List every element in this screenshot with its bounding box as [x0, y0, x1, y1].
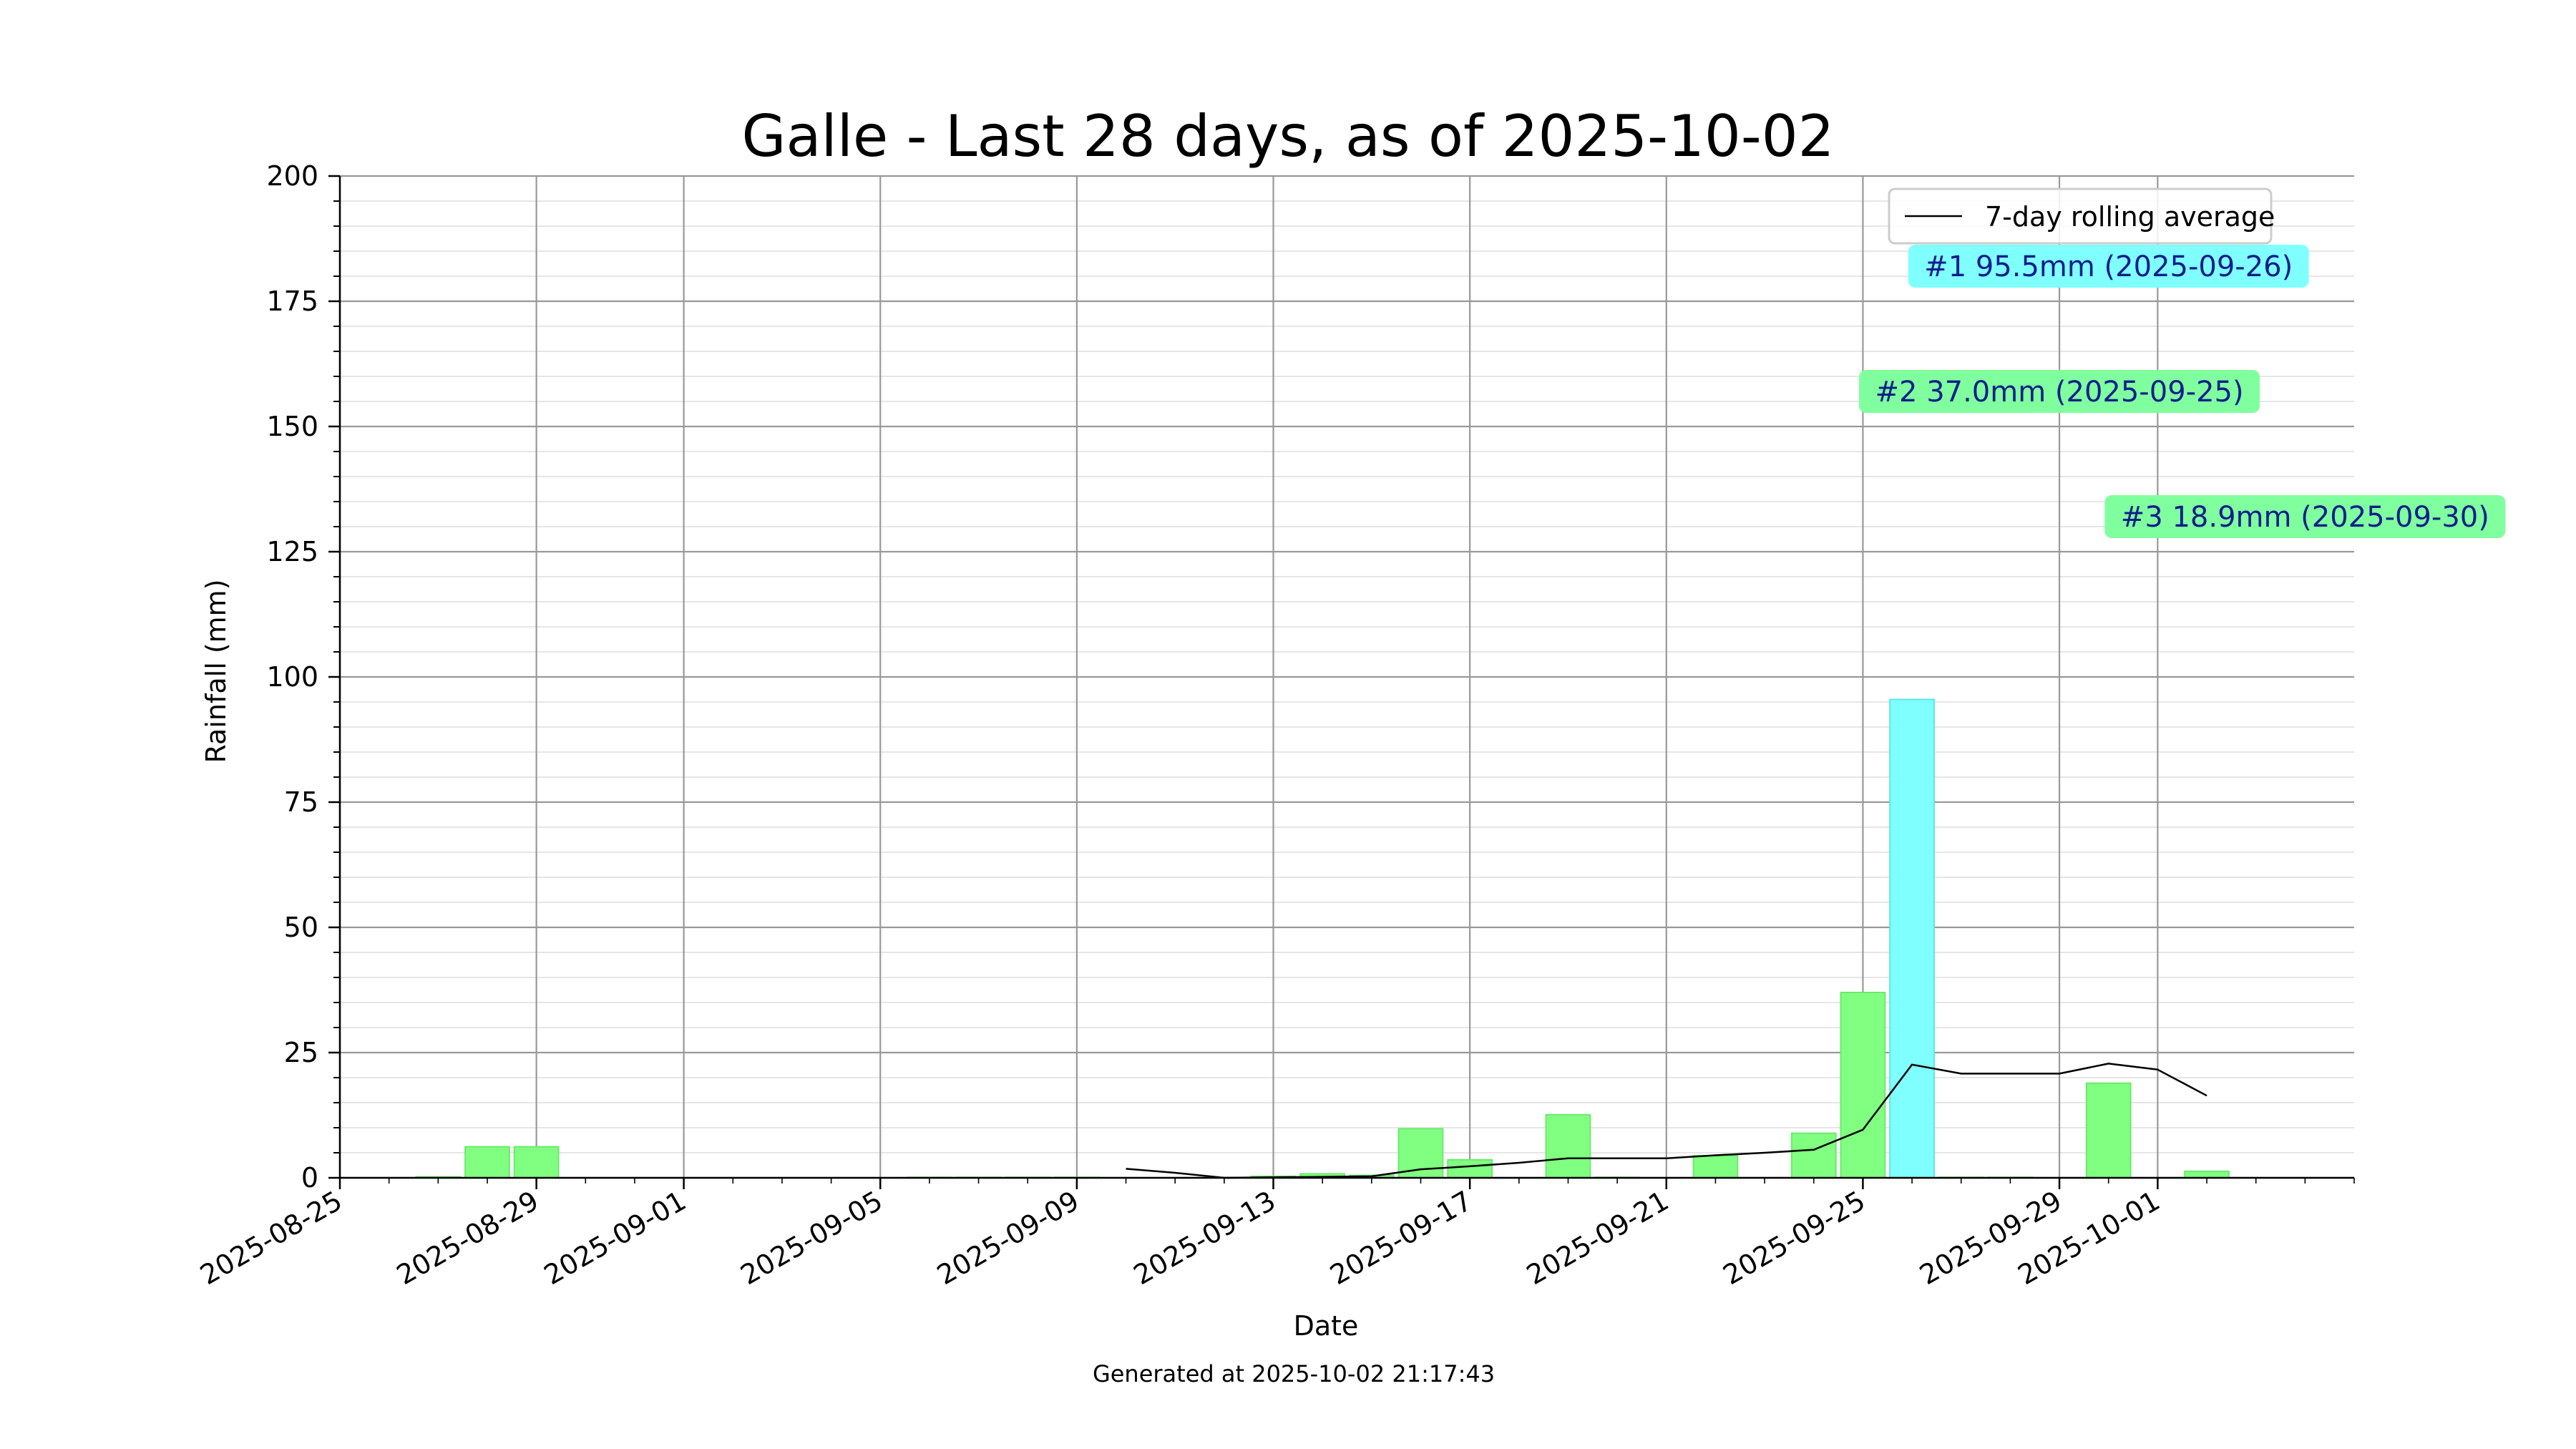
y-tick-label: 200	[266, 160, 318, 192]
x-axis-label: Date	[1294, 1310, 1359, 1342]
chart-legend: 7-day rolling average	[1888, 187, 2275, 245]
y-axis-label: Rainfall (mm)	[200, 579, 232, 763]
annotations: #1 95.5mm (2025-09-26) #2 37.0mm (2025-09…	[1859, 245, 2506, 538]
y-axis-ticks: 0 25 50 75 100 125 150 175 200	[266, 160, 340, 1194]
x-tick-label: 2025-09-21	[1521, 1185, 1674, 1292]
rainfall-bar	[1692, 1155, 1739, 1179]
rainfall-bar	[513, 1146, 560, 1179]
rainfall-bar	[1889, 698, 1935, 1179]
x-tick-label: 2025-08-29	[391, 1185, 544, 1292]
legend-entry-rolling-average: 7-day rolling average	[1985, 201, 2275, 233]
x-tick-label: 2025-09-05	[735, 1185, 887, 1292]
rainfall-bar	[1840, 992, 1886, 1179]
y-tick-label: 50	[284, 912, 318, 943]
top-rainfall-annotation: #1 95.5mm (2025-09-26)	[1908, 245, 2309, 288]
rainfall-bar	[1545, 1113, 1591, 1179]
x-tick-label: 2025-09-25	[1718, 1185, 1870, 1292]
legend-frame	[1888, 187, 2273, 245]
rainfall-bar	[1447, 1158, 1493, 1179]
x-tick-label: 2025-09-09	[932, 1185, 1084, 1292]
rainfall-bar	[2085, 1082, 2132, 1179]
y-tick-label: 100	[266, 661, 318, 693]
annotation-box	[1859, 370, 2260, 413]
y-tick-label: 150	[266, 411, 318, 442]
x-tick-label: 2025-09-13	[1128, 1185, 1281, 1292]
y-tick-label: 25	[284, 1037, 318, 1068]
rainfall-bar	[1790, 1132, 1837, 1179]
y-tick-label: 125	[266, 536, 318, 567]
annotation-box	[2104, 495, 2506, 538]
rainfall-bar	[2184, 1170, 2230, 1179]
chart-title: Galle - Last 28 days, as of 2025-10-02	[742, 103, 1835, 170]
bar-series	[415, 698, 2230, 1179]
annotation-label: #3 18.9mm (2025-09-30)	[2121, 501, 2489, 534]
x-tick-label: 2025-08-25	[195, 1185, 347, 1292]
y-tick-label: 0	[301, 1162, 318, 1194]
top-rainfall-annotation: #2 37.0mm (2025-09-25)	[1859, 370, 2260, 413]
rainfall-bar	[1397, 1128, 1444, 1179]
x-tick-label: 2025-09-01	[539, 1185, 691, 1292]
annotation-box	[1908, 245, 2309, 288]
y-tick-label: 75	[284, 786, 318, 818]
x-tick-label: 2025-09-17	[1324, 1185, 1477, 1292]
y-tick-label: 175	[266, 286, 318, 317]
rainfall-bar	[464, 1146, 510, 1179]
annotation-label: #2 37.0mm (2025-09-25)	[1875, 376, 2244, 409]
top-rainfall-annotation: #3 18.9mm (2025-09-30)	[2104, 495, 2506, 538]
generated-footer: Generated at 2025-10-02 21:17:43	[1093, 1360, 1495, 1387]
annotation-label: #1 95.5mm (2025-09-26)	[1924, 250, 2293, 283]
